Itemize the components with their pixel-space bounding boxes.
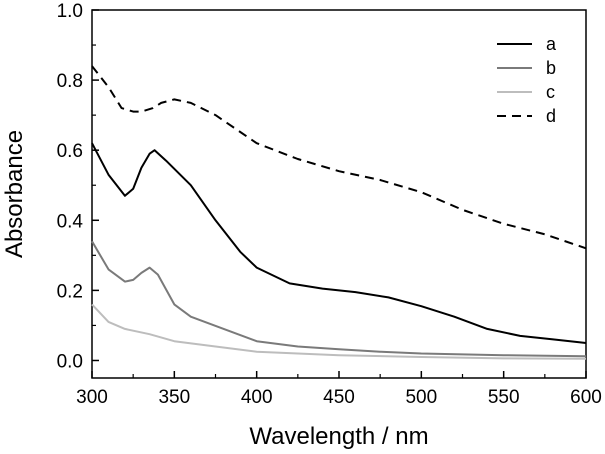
series-line-b [91,240,587,358]
legend-label-a: a [546,34,557,54]
x-tick-label: 450 [323,387,355,408]
series-line-c [91,303,587,360]
y-tick-label: 0.2 [57,281,83,302]
y-axis-ticks: 0.0 0.2 0.4 0.6 0.8 1.0 [57,1,99,372]
legend-label-b: b [546,58,556,78]
x-tick-label: 500 [405,387,437,408]
y-tick-label: 0.6 [57,141,83,162]
y-axis-title: Absorbance [1,130,28,258]
legend-label-d: d [546,106,556,126]
x-tick-label: 350 [158,387,190,408]
x-tick-label: 300 [76,387,108,408]
y-tick-label: 0.8 [57,71,83,92]
plot-frame [91,9,587,379]
legend-label-c: c [546,82,555,102]
x-tick-label: 550 [488,387,520,408]
x-axis-ticks: 300 350 400 450 500 550 600 [76,371,602,408]
x-axis-title: Wavelength / nm [249,423,428,450]
y-tick-label: 0.4 [57,211,84,232]
series-line-d [91,65,587,250]
y-tick-label: 0.0 [57,351,83,372]
x-tick-label: 400 [241,387,273,408]
y-tick-label: 1.0 [57,1,83,22]
series-line-a [91,142,587,344]
series-group [91,65,587,360]
x-tick-label: 600 [570,387,602,408]
